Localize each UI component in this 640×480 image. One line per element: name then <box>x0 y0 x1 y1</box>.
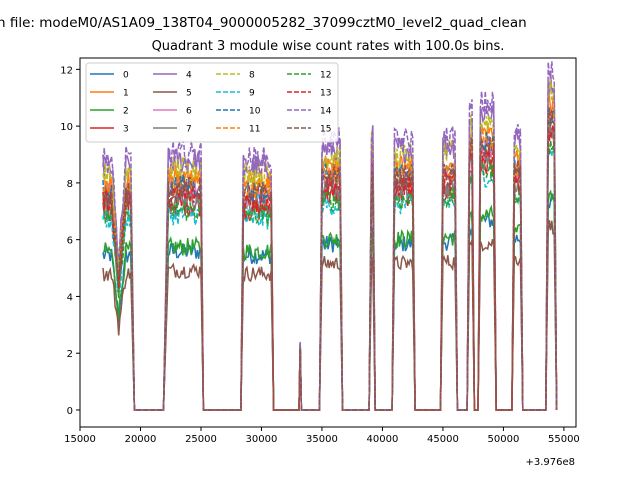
legend-label-13: 13 <box>320 89 331 99</box>
y-tick-label: 10 <box>60 122 73 133</box>
x-tick-label: 45000 <box>427 434 459 445</box>
legend-label-2: 2 <box>123 107 129 117</box>
legend-label-4: 4 <box>186 71 192 81</box>
legend-label-5: 5 <box>186 89 192 99</box>
legend-label-11: 11 <box>249 125 260 135</box>
x-tick-label: 20000 <box>125 434 157 445</box>
legend-label-15: 15 <box>320 125 331 135</box>
chart-title: Quadrant 3 module wise count rates with … <box>152 39 505 54</box>
y-tick-label: 4 <box>67 292 73 303</box>
legend-label-0: 0 <box>123 71 129 81</box>
x-axis: 15000 20000 25000 30000 35000 40000 45000 50000… <box>64 427 580 445</box>
y-tick-label: 12 <box>60 65 73 76</box>
legend-label-8: 8 <box>249 71 255 81</box>
y-axis: 0 2 4 6 8 10 12 <box>60 65 80 417</box>
series-lines <box>102 61 558 411</box>
legend-label-1: 1 <box>123 89 129 99</box>
x-tick-label: 25000 <box>185 434 217 445</box>
series-line-15 <box>102 107 558 411</box>
x-tick-label: 40000 <box>367 434 399 445</box>
legend-box <box>85 62 339 143</box>
y-tick-label: 0 <box>67 406 73 417</box>
x-tick-label: 55000 <box>548 434 580 445</box>
legend-label-12: 12 <box>320 71 331 81</box>
legend-label-9: 9 <box>249 89 255 99</box>
x-offset-label: +3.976e8 <box>525 457 575 468</box>
y-tick-label: 8 <box>67 179 73 190</box>
x-tick-label: 50000 <box>488 434 520 445</box>
x-tick-label: 30000 <box>246 434 278 445</box>
plot-area-frame <box>79 57 577 428</box>
suptitle: n file: modeM0/AS1A09_138T04_9000005282_… <box>0 15 527 31</box>
x-tick-label: 35000 <box>306 434 338 445</box>
legend-label-14: 14 <box>320 107 332 117</box>
legend-label-6: 6 <box>186 107 192 117</box>
y-tick-label: 6 <box>67 236 73 247</box>
y-tick-label: 2 <box>67 349 73 360</box>
x-tick-label: 15000 <box>64 434 96 445</box>
legend-label-3: 3 <box>123 125 129 135</box>
legend-label-10: 10 <box>249 107 261 117</box>
legend-label-7: 7 <box>186 125 192 135</box>
